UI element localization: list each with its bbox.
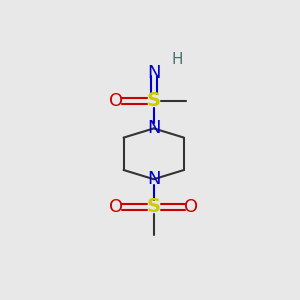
Text: O: O (110, 198, 124, 216)
Text: S: S (147, 197, 161, 216)
Text: H: H (171, 52, 183, 67)
Text: S: S (147, 91, 161, 110)
Text: N: N (147, 170, 160, 188)
Text: N: N (147, 64, 160, 82)
Text: O: O (110, 92, 124, 110)
Text: O: O (184, 198, 198, 216)
Text: N: N (147, 119, 160, 137)
